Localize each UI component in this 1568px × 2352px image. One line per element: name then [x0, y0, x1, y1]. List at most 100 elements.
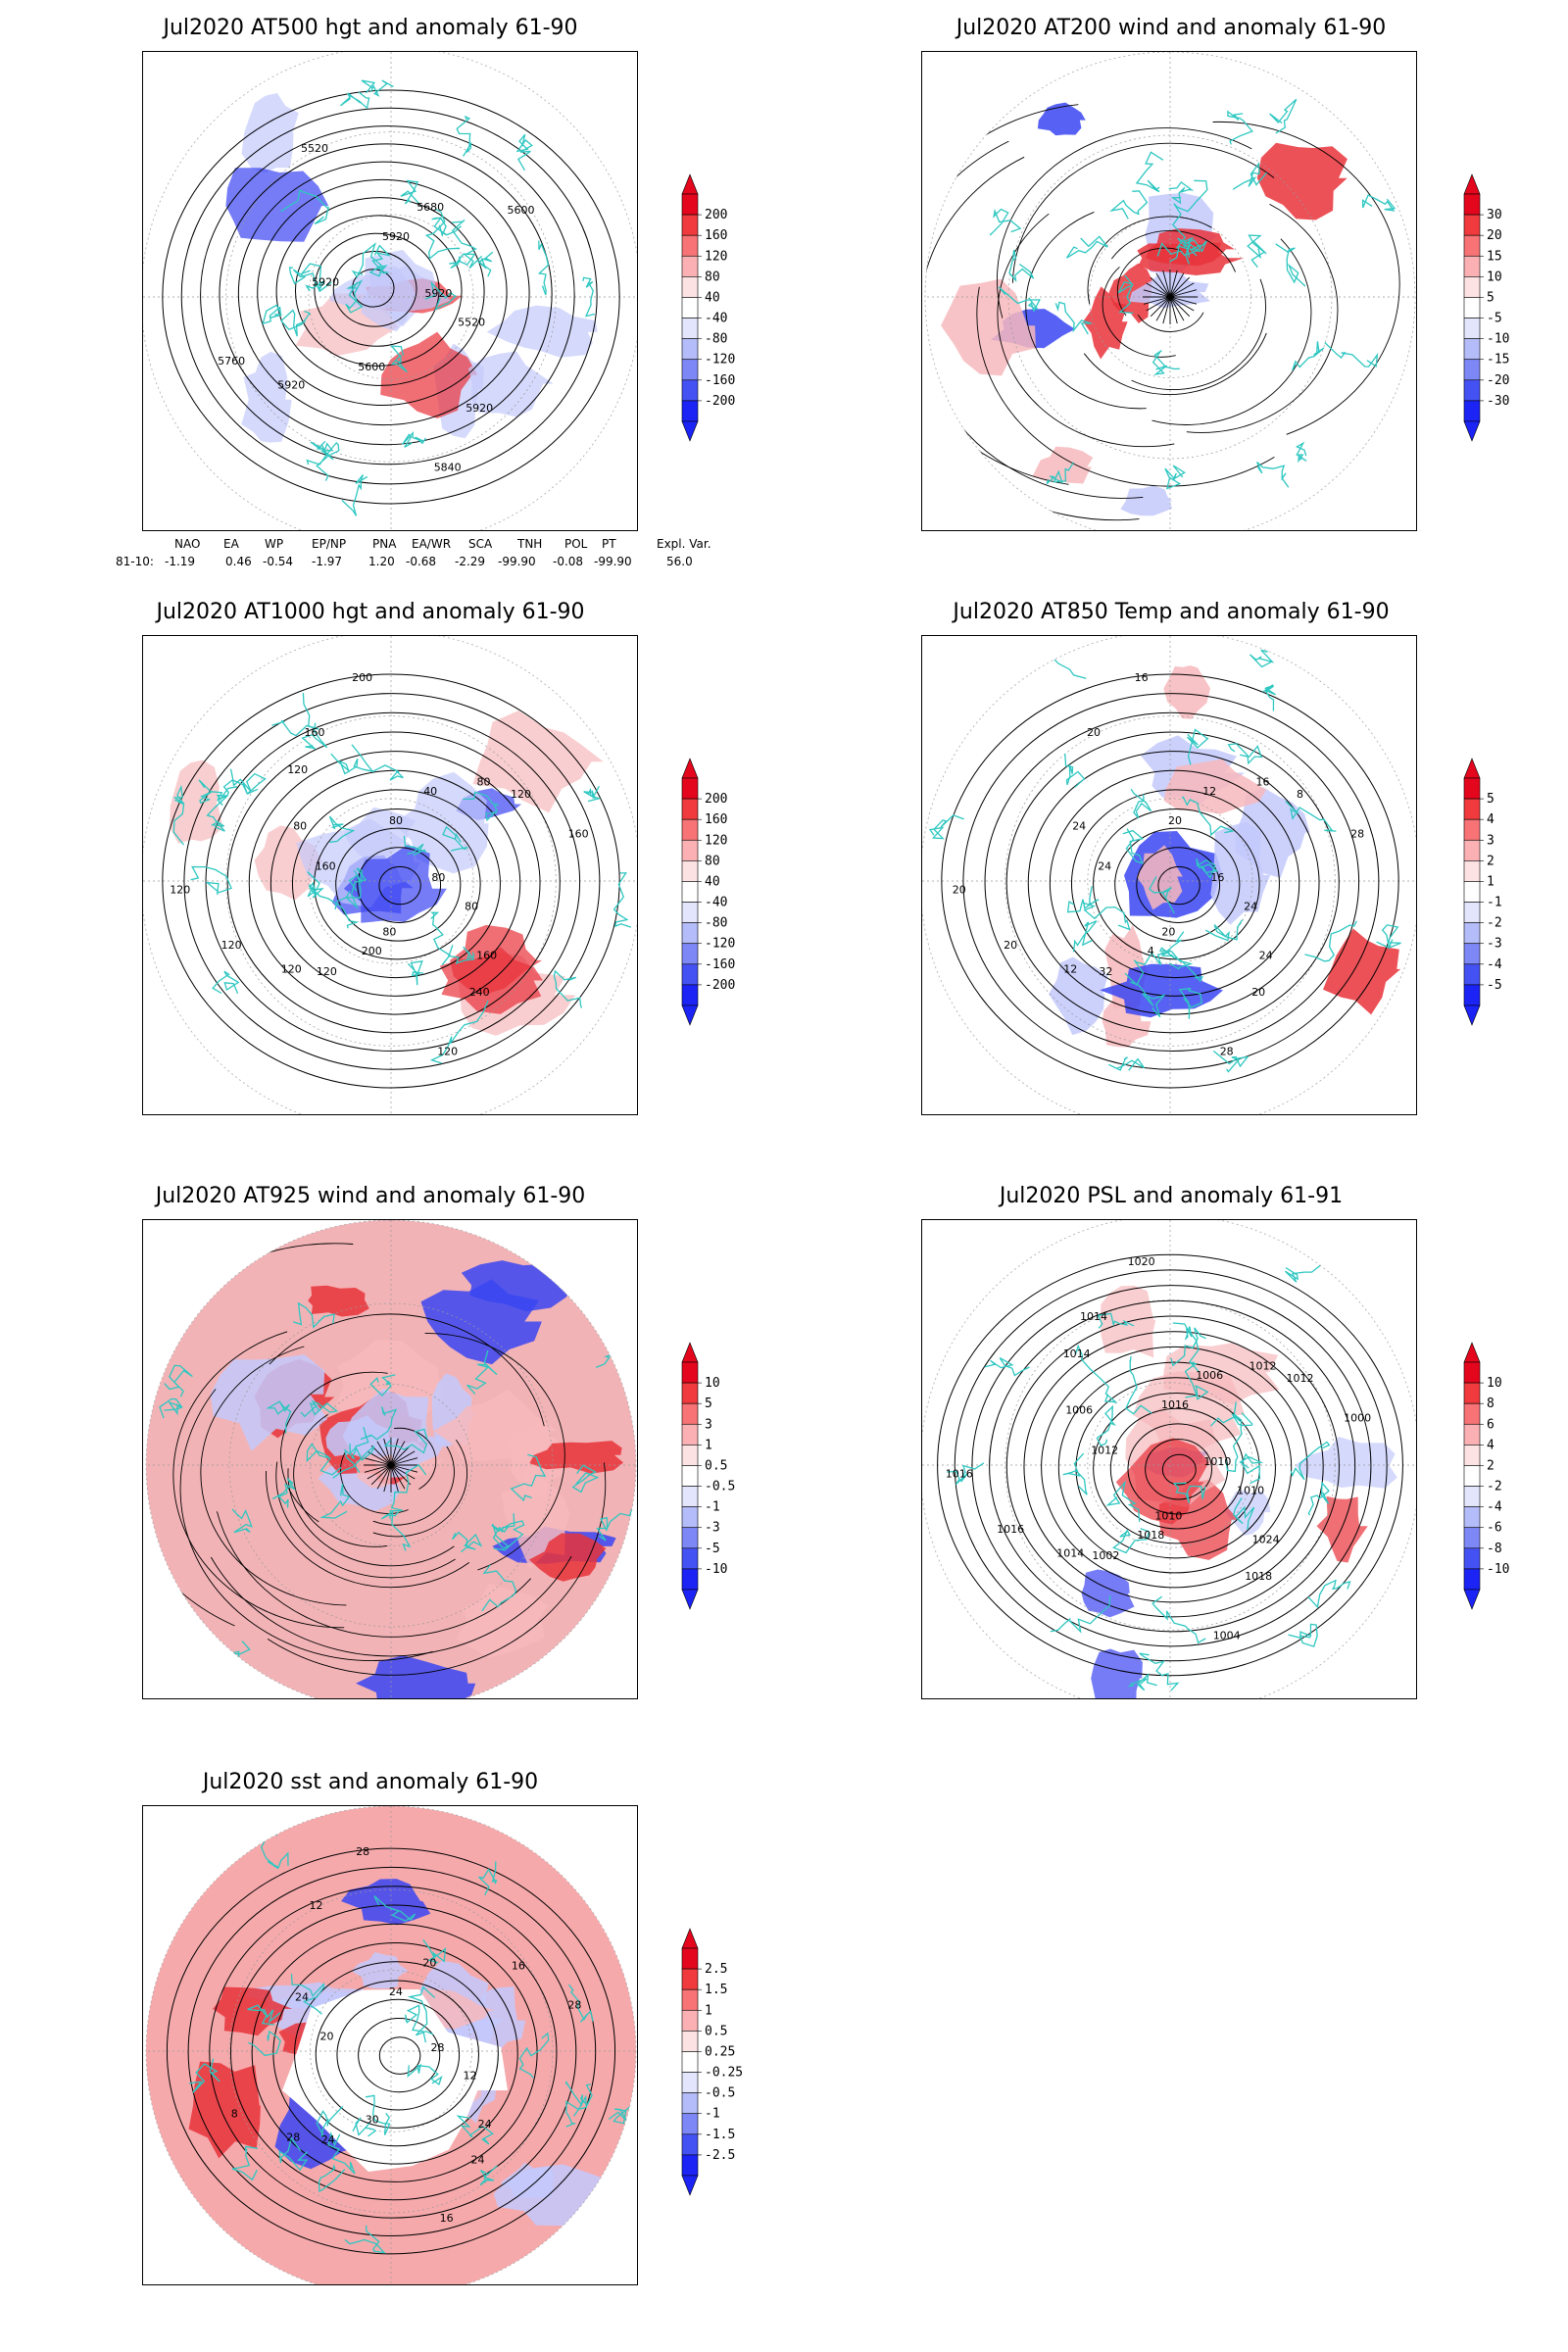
contour-label: 24	[321, 2133, 335, 2146]
contour-label: 1024	[1252, 1534, 1280, 1546]
contour-label: 5920	[382, 230, 410, 243]
contour-label: 5920	[277, 378, 305, 391]
contour-label: 80	[293, 820, 307, 833]
contour-label: 24	[295, 1991, 309, 2004]
contour-label: 8	[231, 2108, 238, 2121]
colorbar-segment	[681, 902, 699, 923]
contour-label: 5600	[358, 361, 385, 373]
colorbar-tick-label: -2	[1487, 1480, 1502, 1494]
colorbar-segment	[1463, 1402, 1481, 1425]
contour-label: 24	[1072, 820, 1086, 833]
anomaly-shading	[1133, 1371, 1246, 1450]
panel-title-500hgt: Jul2020 AT500 hgt and anomaly 61-90	[163, 16, 578, 40]
idx-v-wp: -0.54	[263, 555, 294, 568]
coastlines	[947, 1251, 1351, 1691]
colorbar-bottom-arrow	[681, 2175, 699, 2196]
anomaly-shading	[241, 93, 299, 173]
colorbar-tick-label: 120	[705, 833, 727, 848]
contour-label: 5760	[218, 355, 245, 368]
contour-label: 16	[1256, 776, 1270, 789]
contour-label: 24	[471, 2154, 485, 2167]
contour-label: 1018	[1245, 1570, 1272, 1583]
colorbar-segment	[1463, 1547, 1481, 1570]
colorbar-segment	[681, 2113, 699, 2135]
contour-label: 1018	[1137, 1529, 1164, 1542]
contour-label: 20	[320, 2031, 334, 2043]
contour-label: 160	[316, 859, 336, 872]
contour-label: 120	[437, 1045, 458, 1057]
colorbar-segment	[1463, 963, 1481, 986]
contour-label: 5920	[312, 275, 339, 288]
panel-title-sst: Jul2020 sst and anomaly 61-90	[202, 1770, 539, 1794]
panel-title-psl: Jul2020 PSL and anomaly 61-91	[999, 1184, 1344, 1208]
idx-v-explvar: 56.0	[666, 555, 693, 568]
idx-v-pt: -99.90	[594, 555, 632, 568]
contour-label: 80	[431, 871, 445, 884]
map-1000hgt: 80 120 80 240 160 120 200 160 80 120 40 120 80 160 120…	[142, 635, 638, 1115]
colorbar-850temp: 5 4 3 2 1 -1 -2 -3 -4 -5	[1458, 757, 1529, 1027]
colorbar-tick-label: 80	[705, 270, 720, 284]
contour-label: 30	[366, 2114, 379, 2127]
colorbar-tick-label: 1.5	[705, 1983, 727, 1997]
colorbar-tick-label: 0.5	[705, 1458, 727, 1473]
idx-v-ea: 0.46	[225, 555, 252, 568]
colorbar-tick-label: 4	[1487, 1438, 1494, 1452]
colorbar-segment	[681, 1968, 699, 1990]
anomaly-shading	[282, 1989, 508, 2172]
colorbar-segment	[1463, 1382, 1481, 1404]
idx-v-pol: -0.08	[553, 555, 584, 568]
colorbar-tick-label: -4	[1487, 957, 1502, 972]
colorbar-tick-label: 2	[1487, 854, 1494, 868]
colorbar-segment	[1463, 1506, 1481, 1529]
colorbar-segment	[1463, 1361, 1481, 1384]
colorbar-tick-label: -40	[705, 312, 727, 326]
lat-lon-grid	[143, 636, 637, 1114]
contour-label: 1016	[946, 1467, 973, 1480]
colorbar-segment	[681, 1423, 699, 1446]
lat-lon-grid	[143, 52, 637, 530]
anomaly-shading	[341, 1879, 431, 1926]
colorbar-tick-label: 10	[1487, 1376, 1502, 1391]
contour-label: 240	[469, 986, 490, 999]
colorbar-tick-label: 2	[1487, 1458, 1494, 1473]
idx-h-pol: POL	[564, 537, 588, 551]
anomaly-shading	[1032, 446, 1094, 484]
contour-label: 1012	[1091, 1444, 1118, 1456]
colorbar-segment	[681, 818, 699, 841]
colorbar-tick-label: -5	[705, 1542, 720, 1556]
colorbar-tick-label: 3	[705, 1417, 712, 1432]
colorbar-segment	[1463, 839, 1481, 861]
colorbar-segment	[1463, 1568, 1481, 1591]
colorbar-tick-label: 1	[705, 1438, 712, 1452]
colorbar-tick-label: -5	[1487, 978, 1502, 993]
anomaly-shading	[1102, 994, 1152, 1048]
colorbar-segment	[681, 1361, 699, 1384]
contour-label: 28	[286, 2132, 300, 2144]
contour-label: 80	[389, 814, 403, 827]
map-psl: 1010 1014 1016 1018 1012 1012 1018 1014 1010 1016…	[921, 1219, 1417, 1699]
contour-label: 1016	[1161, 1398, 1189, 1411]
anomaly-shading	[941, 278, 1036, 376]
idx-v-nao: -1.19	[165, 555, 196, 568]
colorbar-tick-label: -160	[705, 957, 735, 972]
contour-label: 120	[511, 788, 531, 801]
colorbar-tick-label: -5	[1487, 312, 1502, 326]
colorbar-top-arrow	[1463, 1342, 1481, 1363]
contour-label: 5920	[424, 287, 452, 300]
contour-label: 80	[465, 900, 478, 912]
anomaly-shading	[343, 845, 447, 923]
contour-label: 1010	[1154, 1510, 1182, 1523]
anomaly-shading	[433, 1390, 559, 1461]
colorbar-segment	[681, 193, 699, 216]
anomaly-shading	[1049, 956, 1108, 1036]
anomaly-shading	[241, 351, 292, 443]
colorbar-segment	[681, 2051, 699, 2073]
colorbar-tick-label: -1	[705, 1500, 720, 1515]
contour-label: 16	[1210, 871, 1224, 884]
colorbar-tick-label: -2	[1487, 916, 1502, 931]
panel-title-200wind: Jul2020 AT200 wind and anomaly 61-90	[956, 16, 1387, 40]
anomaly-shading	[1037, 102, 1086, 136]
anomaly-shading	[468, 351, 554, 417]
contour-label: 4	[1148, 945, 1154, 957]
colorbar-segment	[681, 214, 699, 236]
